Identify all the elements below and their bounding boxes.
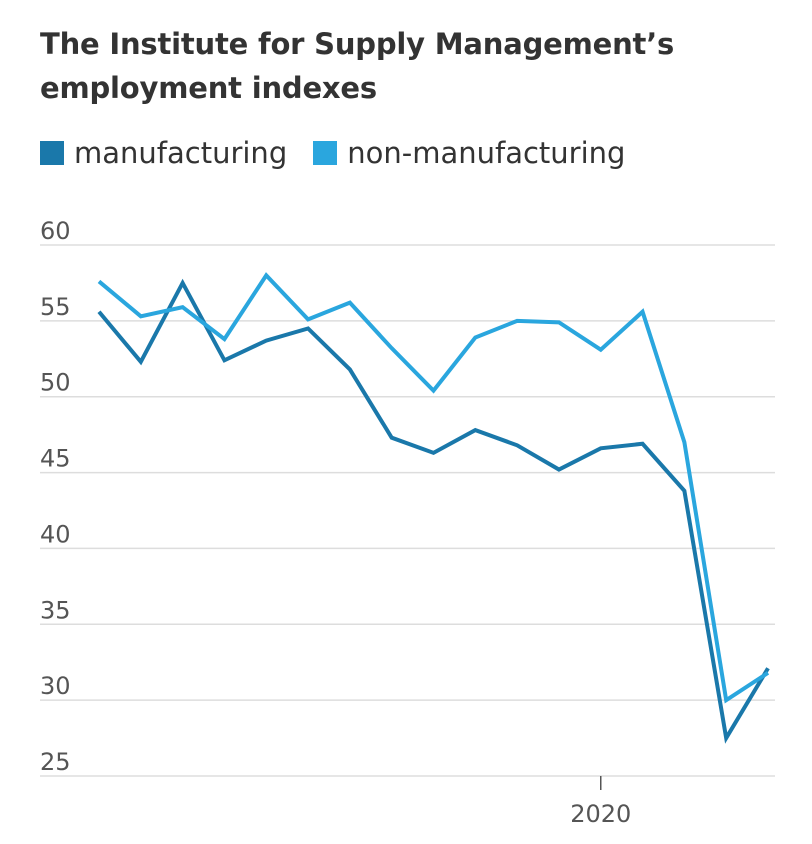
legend: manufacturing non-manufacturing (40, 136, 651, 170)
series-line-manufacturing (97, 278, 770, 744)
legend-swatch-non-manufacturing (313, 141, 338, 165)
y-tick-label-45: 45 (40, 445, 71, 473)
chart-title: The Institute for Supply Management’s em… (40, 27, 675, 105)
legend-swatch-manufacturing (40, 141, 64, 165)
y-tick-label-25: 25 (40, 748, 71, 776)
y-tick-label-40: 40 (40, 520, 71, 548)
legend-label-non-manufacturing: non-manufacturing (347, 136, 626, 170)
y-tick-label-60: 60 (40, 217, 71, 245)
y-tick-label-35: 35 (40, 596, 71, 624)
y-tick-label-30: 30 (40, 672, 71, 700)
legend-item-manufacturing: manufacturing (40, 136, 287, 170)
y-tick-label-50: 50 (40, 369, 71, 397)
series-line-non-manufacturing (97, 272, 770, 704)
y-tick-label-55: 55 (40, 293, 71, 321)
legend-label-manufacturing: manufacturing (74, 136, 288, 170)
x-tick-label-2020: 2020 (570, 800, 631, 828)
legend-item-non-manufacturing: non-manufacturing (313, 136, 625, 170)
